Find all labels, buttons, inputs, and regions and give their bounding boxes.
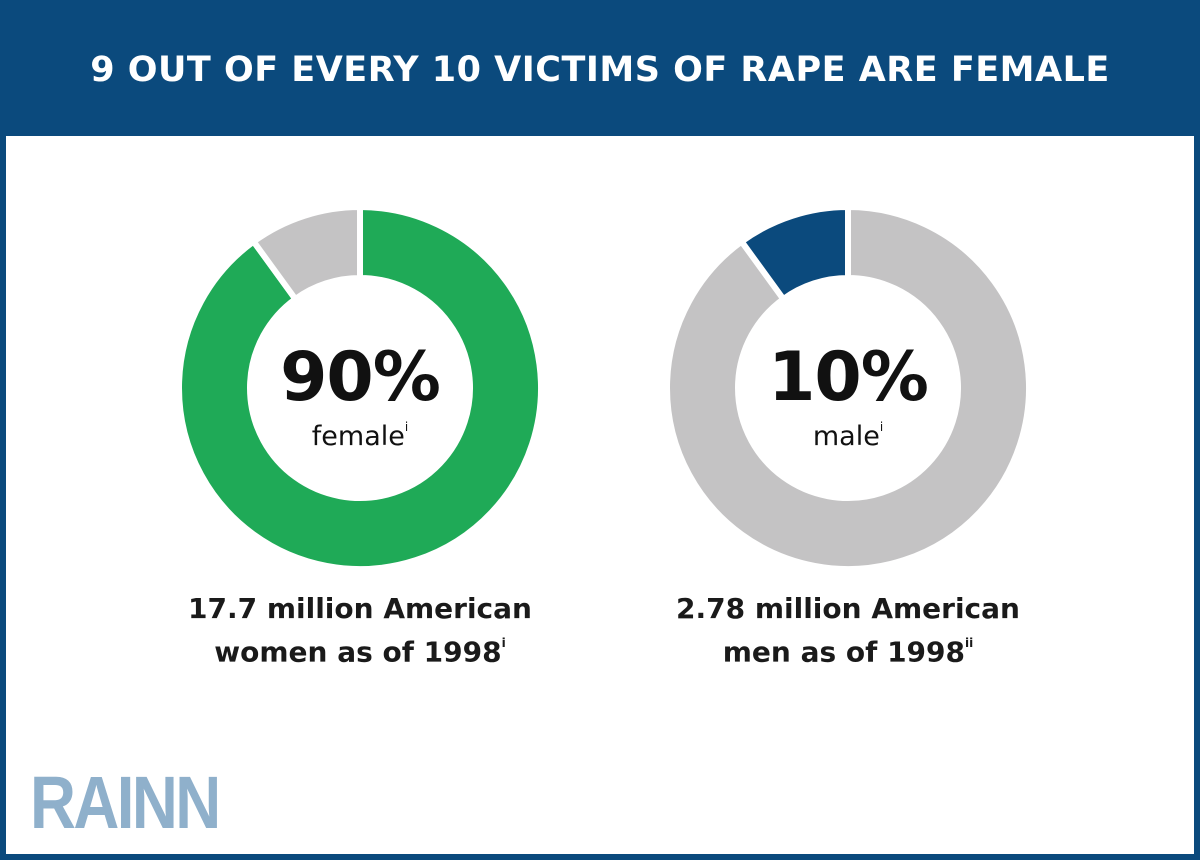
donut-charts	[176, 203, 1032, 572]
male-label-text: male	[812, 421, 880, 452]
donut-slice-male	[249, 203, 363, 304]
male-caption-footnote: ii	[965, 636, 974, 650]
male-label: malei	[718, 420, 978, 452]
female-label-text: female	[311, 421, 405, 452]
chart-panel: 90% femalei 10% malei 17.7 million Ameri…	[6, 136, 1194, 854]
donut-slice-male	[737, 203, 851, 304]
male-caption: 2.78 million American men as of 1998ii	[618, 590, 1078, 671]
female-caption-line1: 17.7 million American	[188, 592, 532, 625]
female-caption-footnote: i	[501, 636, 506, 650]
female-percent: 90%	[280, 338, 441, 417]
male-percent: 10%	[768, 338, 929, 417]
female-caption-line2: women as of 1998	[214, 635, 502, 669]
male-caption-line2-wrap: men as of 1998ii	[618, 628, 1078, 671]
donut-slice-female	[664, 203, 1032, 572]
female-caption-line2-wrap: women as of 1998i	[130, 628, 590, 671]
page-title: 9 OUT OF EVERY 10 VICTIMS OF RAPE ARE FE…	[90, 50, 1110, 90]
female-label-footnote: i	[404, 420, 409, 434]
male-caption-line2: men as of 1998	[722, 635, 966, 669]
female-caption: 17.7 million American women as of 1998i	[130, 590, 590, 671]
donut-slice-female	[176, 203, 544, 572]
rainn-logo: RAINN	[30, 761, 221, 844]
female-label: femalei	[230, 420, 490, 452]
male-label-footnote: i	[879, 420, 884, 434]
male-caption-line1: 2.78 million American	[676, 592, 1020, 625]
title-bar: 9 OUT OF EVERY 10 VICTIMS OF RAPE ARE FE…	[0, 0, 1200, 136]
